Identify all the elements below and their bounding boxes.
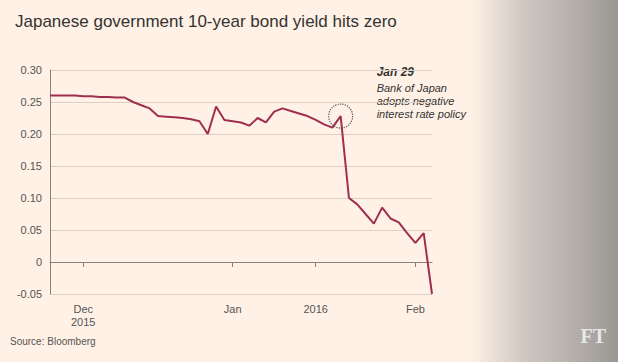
svg-text:Dec: Dec bbox=[73, 303, 93, 315]
svg-text:0.10: 0.10 bbox=[21, 192, 42, 204]
svg-text:0.20: 0.20 bbox=[21, 128, 42, 140]
svg-text:FT: FT bbox=[580, 325, 606, 347]
svg-text:Bank of Japan: Bank of Japan bbox=[377, 82, 447, 94]
svg-text:Source: Bloomberg: Source: Bloomberg bbox=[10, 336, 96, 347]
svg-text:0: 0 bbox=[36, 256, 42, 268]
svg-text:Jan: Jan bbox=[224, 303, 242, 315]
svg-text:-0.05: -0.05 bbox=[17, 288, 42, 300]
svg-text:interest rate policy: interest rate policy bbox=[377, 108, 468, 120]
svg-text:Feb: Feb bbox=[406, 303, 425, 315]
svg-text:0.15: 0.15 bbox=[21, 160, 42, 172]
svg-text:adopts negative: adopts negative bbox=[377, 95, 455, 107]
svg-text:0.05: 0.05 bbox=[21, 224, 42, 236]
svg-text:2015: 2015 bbox=[71, 316, 95, 328]
svg-text:Japanese government 10-year bo: Japanese government 10-year bond yield h… bbox=[15, 12, 397, 31]
svg-text:0.25: 0.25 bbox=[21, 96, 42, 108]
svg-text:0.30: 0.30 bbox=[21, 64, 42, 76]
svg-text:2016: 2016 bbox=[303, 303, 327, 315]
svg-text:Jan 29: Jan 29 bbox=[377, 65, 415, 79]
